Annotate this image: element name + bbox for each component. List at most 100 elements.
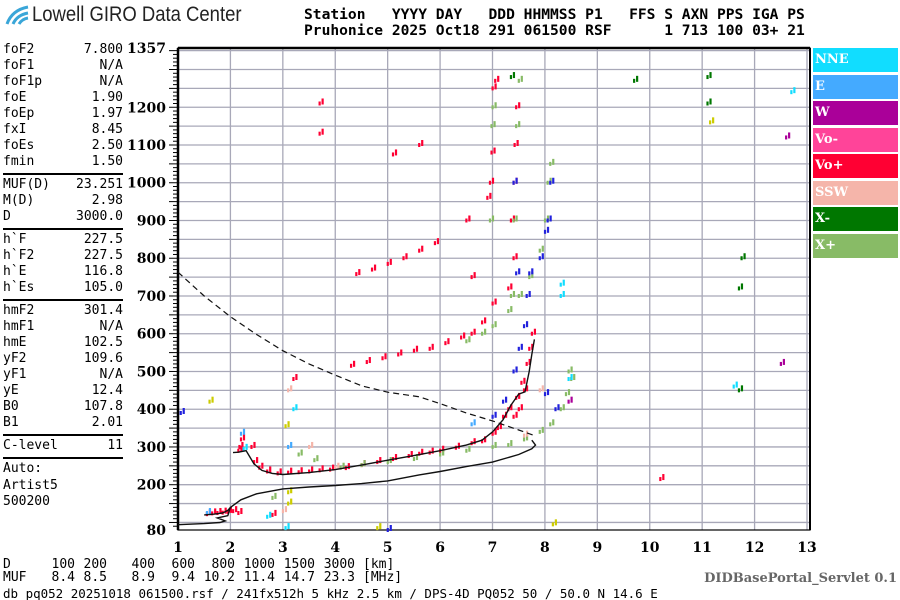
echo-point: [512, 180, 515, 185]
echo-point: [295, 374, 298, 381]
param-value: 109.6: [83, 351, 123, 366]
param-value: 1.97: [91, 106, 123, 121]
param-label: foEp: [3, 106, 35, 121]
echo-point: [552, 419, 555, 426]
param-row: h`E 116.8: [3, 264, 123, 280]
param-value: 23.251: [76, 177, 123, 192]
table-cell: 23.3: [323, 570, 355, 585]
echo-point: [211, 396, 214, 403]
echo-point: [543, 392, 547, 397]
distance-row: D 100 200 400 600 800 1000 1500 3000 [km]: [3, 558, 403, 572]
echo-point: [512, 218, 515, 223]
logo-waves-icon: [5, 5, 29, 25]
echo-point: [528, 346, 531, 351]
echo-point: [239, 431, 243, 436]
echo-point: [507, 443, 510, 448]
echo-point: [216, 511, 219, 516]
x-tick-label: 4: [330, 540, 340, 556]
echo-series: [281, 385, 544, 514]
echo-point: [735, 381, 738, 388]
echo-series: [242, 87, 796, 531]
echo-point: [318, 131, 321, 136]
echo-point: [515, 124, 518, 129]
echo-point: [256, 457, 259, 464]
echo-point: [515, 366, 518, 373]
echo-point: [491, 177, 495, 184]
echo-point: [349, 363, 353, 368]
f-layer-trace-curve: [232, 339, 536, 476]
echo-point: [494, 441, 497, 448]
param-row: h`F 227.5: [3, 232, 123, 248]
param-value: 12.4: [91, 383, 123, 398]
echo-point: [489, 192, 492, 199]
echo-point: [490, 150, 493, 155]
echo-point: [433, 241, 437, 246]
echo-point: [512, 290, 516, 297]
echo-point: [496, 426, 499, 431]
table-cell: 3000: [323, 557, 355, 572]
echo-point: [740, 283, 744, 290]
echo-point: [559, 282, 562, 287]
echo-point: [321, 465, 324, 472]
param-label: hmE: [3, 335, 27, 350]
param-value: 2.50: [91, 138, 123, 153]
param-label: M(D): [3, 193, 35, 208]
echo-point: [528, 358, 531, 365]
table-cell: 1500: [283, 557, 315, 572]
echo-point: [237, 448, 240, 453]
echo-point: [546, 218, 549, 223]
echo-point: [531, 272, 534, 279]
echo-point: [465, 448, 468, 453]
echo-point: [490, 124, 493, 129]
echo-point: [237, 511, 240, 516]
param-value: N/A: [99, 58, 123, 73]
echo-point: [510, 306, 513, 313]
echo-point: [394, 149, 398, 156]
echo-point: [473, 272, 476, 279]
echo-point: [269, 466, 272, 473]
echo-point: [242, 428, 246, 435]
echo-point: [499, 423, 502, 430]
param-value: N/A: [99, 367, 123, 382]
param-label: hmF2: [3, 303, 35, 318]
echo-point: [284, 526, 287, 531]
echo-point: [559, 293, 562, 298]
echo-series: [208, 117, 715, 531]
param-row: foF1p N/A: [3, 74, 123, 90]
echo-point: [538, 388, 541, 393]
echo-point: [494, 411, 497, 418]
echo-point: [567, 399, 570, 404]
echo-point: [290, 467, 293, 474]
y-tick-label: 1000: [127, 176, 166, 192]
echo-point: [510, 283, 513, 290]
echo-point: [551, 522, 554, 527]
unit-label: [km]: [363, 557, 395, 572]
param-value: 7.800: [83, 42, 123, 57]
echo-point: [516, 140, 519, 147]
echo-point: [510, 404, 513, 411]
param-row: D 3000.0: [3, 209, 123, 225]
echo-point: [370, 267, 374, 272]
echo-point: [528, 271, 531, 276]
echo-point: [512, 256, 515, 261]
echo-point: [562, 290, 565, 297]
echo-point: [342, 462, 345, 469]
y-tick-label: 500: [137, 364, 166, 380]
echo-point: [570, 366, 573, 373]
echo-point: [709, 98, 712, 105]
echo-point: [205, 511, 209, 516]
param-value: 301.4: [83, 303, 123, 318]
legend-item-xplus: X+: [813, 233, 898, 258]
echo-point: [525, 321, 529, 328]
echo-point: [546, 389, 550, 396]
echo-series: [179, 177, 560, 532]
echo-point: [567, 377, 570, 382]
echo-point: [290, 441, 293, 448]
param-value: 107.8: [83, 399, 123, 414]
param-value: N/A: [99, 319, 123, 334]
table-cell: 600: [171, 557, 195, 572]
echo-point: [564, 392, 568, 397]
echo-point: [415, 345, 419, 352]
x-tick-label: 11: [692, 540, 711, 556]
